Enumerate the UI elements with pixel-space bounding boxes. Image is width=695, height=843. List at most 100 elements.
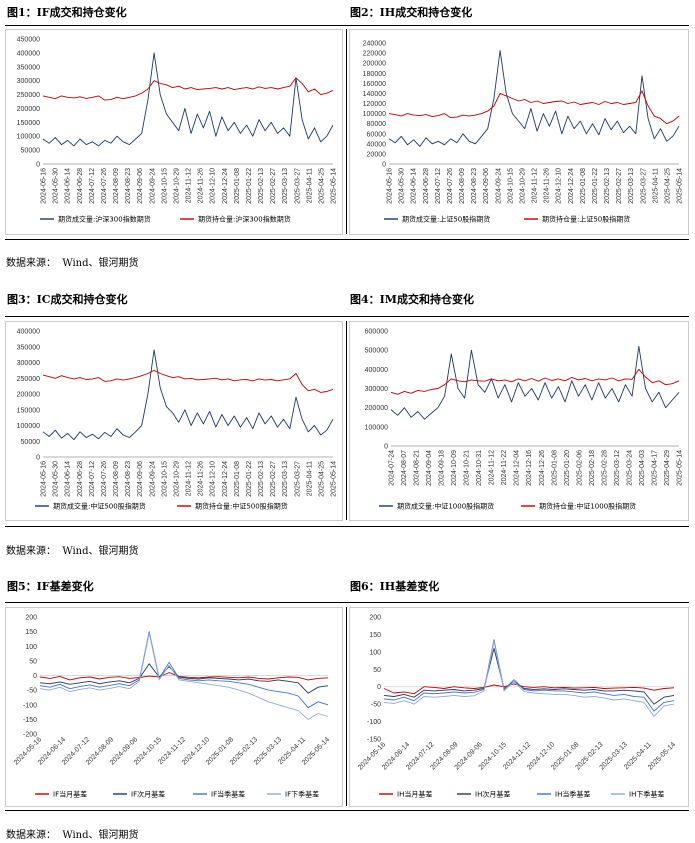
legend-label: IF次月基差 <box>131 790 165 799</box>
y-tick-label: 240000 <box>363 41 386 48</box>
x-tick-label: 2025-04-29 <box>664 450 671 486</box>
x-tick-label: 2024-12-10 <box>210 168 217 204</box>
x-tick-label: 2024-10-29 <box>173 461 180 497</box>
y-tick-label: 80000 <box>367 121 387 128</box>
x-tick-label: 2024-06-28 <box>77 461 84 497</box>
series-line <box>383 647 675 705</box>
chart-border <box>5 321 343 521</box>
x-tick-label: 2025-01-22 <box>246 168 253 204</box>
x-tick-label: 2025-02-27 <box>270 461 277 497</box>
divider <box>5 810 689 811</box>
x-tick-label: 2025-01-08 <box>234 461 241 497</box>
x-tick-label: 2025-03-27 <box>294 461 301 497</box>
x-tick-label: 2025-03-27 <box>294 168 301 204</box>
x-tick-label: 2024-07-12 <box>435 168 442 204</box>
y-tick-label: 400000 <box>17 50 40 57</box>
legend-label: 期货持仓量:中证500股指期货 <box>195 502 288 511</box>
x-tick-label: 2024-05-16 <box>387 168 394 204</box>
x-tick-label: 2024-10-15 <box>161 168 168 204</box>
chart-panel: 0 50000 100000 150000 200000 250000 300000 3500… <box>5 29 343 235</box>
x-tick-label: 2025-01-08 <box>551 450 558 486</box>
divider <box>346 321 347 520</box>
source-note: 数据来源： Wind、银河期货 <box>6 542 139 557</box>
x-tick-label: 2025-04-03 <box>639 450 646 486</box>
x-tick-label: 2024-06-14 <box>65 168 72 204</box>
x-tick-label: 2025-05-14 <box>677 168 684 204</box>
y-tick-label: 200000 <box>363 61 386 68</box>
divider <box>346 29 347 234</box>
y-tick-label: 200000 <box>17 106 40 113</box>
x-tick-label: 2024-08-09 <box>113 168 120 204</box>
x-tick-label: 2024-12-16 <box>526 450 533 486</box>
x-tick-label: 2025-03-27 <box>640 168 647 204</box>
divider <box>5 316 689 317</box>
legend-label: 期货持仓量:沪深300指数期货 <box>198 215 291 224</box>
y-tick-label: 0 <box>36 455 40 462</box>
y-tick-label: 250000 <box>17 92 40 99</box>
series-line <box>42 349 334 441</box>
y-tick-label: 20000 <box>367 151 387 158</box>
x-tick-label: 2024-11-12 <box>489 450 496 485</box>
x-tick-label: 2025-02-28 <box>601 450 608 486</box>
x-tick-label: 2024-09-04 <box>426 450 433 486</box>
y-tick-label: 100 <box>369 649 381 656</box>
y-tick-label: 160000 <box>363 81 386 88</box>
y-tick-label: 150000 <box>17 407 40 414</box>
x-tick-label: 2024-08-21 <box>414 450 421 486</box>
chart-border <box>349 607 689 807</box>
chart-border <box>349 321 689 521</box>
y-tick-label: 350000 <box>17 344 40 351</box>
y-tick-label: -200 <box>23 732 37 739</box>
series-line <box>383 683 675 695</box>
figure-caption: 图5：IF基差变化 <box>7 580 94 593</box>
series-line <box>383 639 675 712</box>
x-tick-label: 2024-10-29 <box>173 168 180 204</box>
legend-label: IH当季基差 <box>555 790 590 799</box>
series-line <box>383 640 675 717</box>
chart-panel: 0 50000 100000 150000 200000 250000 300000 3500… <box>5 321 343 521</box>
x-tick-label: 2024-07-24 <box>389 450 396 486</box>
source-label: 数据来源： <box>6 830 56 841</box>
x-tick-label: 2024-08-23 <box>471 168 478 204</box>
y-tick-label: 50 <box>29 658 37 665</box>
source-label: 数据来源： <box>6 258 56 269</box>
x-tick-label: 2025-04-11 <box>306 461 313 496</box>
x-tick-label: 2024-10-09 <box>451 450 458 486</box>
y-tick-label: 100000 <box>363 111 386 118</box>
x-tick-label: 2025-01-22 <box>592 168 599 204</box>
y-tick-label: 0 <box>377 684 381 691</box>
chart-svg: 0 50000 100000 150000 200000 250000 300000 3500… <box>5 321 343 521</box>
legend-label: 期货成交量:中证1000股指期货 <box>397 502 494 511</box>
x-tick-label: 2024-12-24 <box>568 168 575 204</box>
x-tick-label: 2024-06-28 <box>423 168 430 204</box>
figure-caption: 图4：IM成交和持仓变化 <box>350 293 474 306</box>
chart-panel: 0 100000 200000 300000 400000 500000 600000 202… <box>349 321 689 521</box>
x-tick-label: 2024-05-16 <box>41 461 48 497</box>
series-line <box>42 52 334 147</box>
x-tick-label: 2025-04-25 <box>318 461 325 497</box>
legend-label: 期货持仓量:中证1000股指期货 <box>539 502 636 511</box>
x-tick-label: 2025-02-06 <box>576 450 583 486</box>
source-label: 数据来源： <box>6 546 56 557</box>
source-text: Wind、银河期货 <box>62 258 139 269</box>
y-tick-label: 60000 <box>367 131 387 138</box>
x-tick-label: 2024-08-09 <box>459 168 466 204</box>
chart-border <box>5 29 343 235</box>
x-tick-label: 2025-01-08 <box>580 168 587 204</box>
y-tick-label: 0 <box>382 162 386 169</box>
x-tick-label: 2024-11-26 <box>198 168 205 203</box>
divider <box>5 25 689 26</box>
x-tick-label: 2024-12-04 <box>514 450 521 486</box>
x-tick-label: 2024-11-22 <box>501 450 508 485</box>
chart-border <box>5 607 343 807</box>
y-tick-label: 300000 <box>17 360 40 367</box>
y-tick-label: 0 <box>36 162 40 169</box>
figure-caption: 图2：IH成交和持仓变化 <box>350 6 473 19</box>
source-text: Wind、银河期货 <box>62 830 139 841</box>
x-tick-label: 2024-12-10 <box>556 168 563 204</box>
x-tick-label: 2024-08-09 <box>113 461 120 497</box>
figure-caption: 图3：IC成交和持仓变化 <box>7 293 128 306</box>
x-tick-label: 2024-07-12 <box>89 168 96 204</box>
legend-label: IF当月基差 <box>53 790 87 799</box>
chart-svg: 0 20000 40000 60000 80000 100000 120000 140000 1… <box>349 29 689 235</box>
